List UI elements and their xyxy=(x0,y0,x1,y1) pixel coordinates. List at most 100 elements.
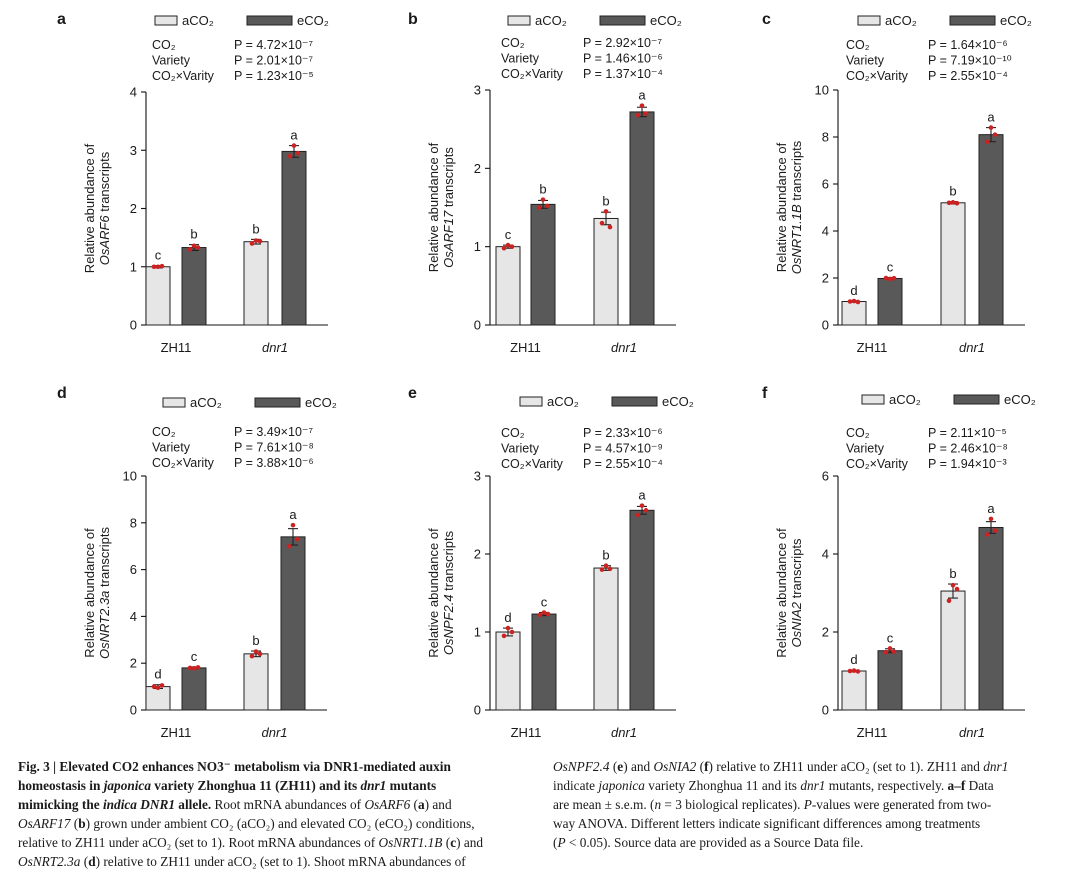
bar xyxy=(243,653,269,711)
caption-segment: Fig. 3 | Elevated CO xyxy=(18,759,133,774)
data-point xyxy=(287,153,293,159)
data-point xyxy=(855,299,861,305)
caption-line: OsNRT2.3a (d) relative to ZH11 under aCO… xyxy=(18,852,533,871)
significance-letter: c xyxy=(887,260,894,275)
y-axis-label-suffix: transcripts xyxy=(441,530,456,594)
significance-letter: c xyxy=(541,595,548,610)
data-point xyxy=(988,125,994,130)
data-point xyxy=(607,224,613,230)
data-point xyxy=(883,649,889,655)
caption-segment: variety Zhonghua 11 and its xyxy=(644,778,801,793)
data-point xyxy=(544,203,550,209)
data-point xyxy=(290,522,296,528)
data-point xyxy=(887,646,893,651)
legend-swatch-eco2 xyxy=(246,15,293,26)
data-point xyxy=(851,298,857,304)
y-tick-label: 6 xyxy=(130,562,137,577)
y-tick-label: 10 xyxy=(815,83,829,98)
data-point xyxy=(635,512,641,518)
panel-letter: b xyxy=(408,11,418,28)
caption-segment: ) and xyxy=(456,835,484,850)
caption-segment: indica DNR1 xyxy=(102,797,175,812)
data-point xyxy=(887,276,893,282)
data-point xyxy=(286,543,292,549)
panel-a: a aCO₂ eCO₂ CO₂ P = 4.72×10⁻⁷ Variety P = 2.01… xyxy=(57,11,329,355)
legend-swatch-aco2 xyxy=(519,396,543,407)
data-point xyxy=(295,150,301,156)
bar xyxy=(629,111,655,326)
stat-pvalue: P = 2.33×10⁻⁶ xyxy=(583,426,663,440)
stat-pvalue: P = 2.92×10⁻⁷ xyxy=(583,36,662,50)
significance-letter: b xyxy=(602,548,609,563)
significance-letter: b xyxy=(949,566,956,581)
data-point xyxy=(847,668,853,674)
legend-label-aco2: aCO₂ xyxy=(547,394,579,409)
caption-line: indicate japonica variety Zhonghua 11 an… xyxy=(553,776,1068,795)
caption-segment: ( xyxy=(70,816,79,831)
caption-segment: dnr1 xyxy=(800,778,826,793)
data-point xyxy=(159,263,165,269)
panel-letter: e xyxy=(408,385,417,402)
bar xyxy=(841,301,867,326)
significance-letter: c xyxy=(155,248,162,263)
data-point xyxy=(946,598,952,604)
bar xyxy=(495,631,521,711)
data-point xyxy=(992,132,998,137)
y-tick-label: 0 xyxy=(822,703,829,718)
legend-label-eco2: eCO₂ xyxy=(1004,392,1036,407)
y-axis-label-suffix: transcripts xyxy=(97,527,112,591)
y-tick-label: 4 xyxy=(130,85,137,100)
x-tick-label: ZH11 xyxy=(510,340,541,355)
caption-left: Fig. 3 | Elevated CO2 enhances NO3⁻ meta… xyxy=(18,757,533,871)
data-point xyxy=(253,649,259,654)
stat-factor: CO₂ xyxy=(152,425,176,439)
caption-line: mimicking the indica DNR1 allele. Root m… xyxy=(18,795,533,814)
caption-segment: a–f xyxy=(947,778,966,793)
data-point xyxy=(954,200,960,206)
data-point xyxy=(603,209,609,214)
stat-pvalue: P = 2.01×10⁻⁷ xyxy=(234,54,313,68)
bar xyxy=(629,509,655,711)
stat-factor: CO₂×Varity xyxy=(501,67,564,81)
stat-factor: CO₂ xyxy=(846,38,870,52)
stat-factor: Variety xyxy=(152,54,191,68)
data-point xyxy=(501,633,507,639)
y-axis-label-gene: OsARF6 xyxy=(97,215,112,266)
caption-segment: mutants xyxy=(386,778,437,793)
data-point xyxy=(187,246,193,252)
data-point xyxy=(545,611,551,617)
stat-pvalue: P = 3.49×10⁻⁷ xyxy=(234,425,313,439)
panel-f: f aCO₂ eCO₂ CO₂ P = 2.11×10⁻⁵ Variety P = 2.46… xyxy=(762,385,1036,740)
significance-letter: a xyxy=(987,501,995,516)
caption-segment: japonica xyxy=(103,778,151,793)
y-tick-label: 2 xyxy=(130,201,137,216)
significance-letter: a xyxy=(290,128,298,143)
caption-segment: -values were generated from two- xyxy=(811,797,992,812)
legend-label-aco2: aCO₂ xyxy=(182,13,214,28)
significance-letter: b xyxy=(252,633,259,648)
stat-factor: CO₂ xyxy=(846,426,870,440)
stat-factor: CO₂×Varity xyxy=(152,69,215,83)
x-tick-label: ZH11 xyxy=(161,725,192,740)
y-axis-label-gene: OsARF17 xyxy=(441,210,456,268)
caption-segment: japonica xyxy=(598,778,645,793)
data-point xyxy=(509,629,515,635)
y-tick-label: 8 xyxy=(130,515,137,530)
x-tick-label: dnr1 xyxy=(611,340,637,355)
bar xyxy=(280,536,306,711)
data-point xyxy=(249,241,255,246)
caption-segment: a xyxy=(418,797,425,812)
y-axis-label-suffix: transcripts xyxy=(789,538,804,602)
caption-line: OsNPF2.4 (e) and OsNIA2 (f) relative to … xyxy=(553,757,1068,776)
stat-pvalue: P = 4.72×10⁻⁷ xyxy=(234,38,313,52)
data-point xyxy=(536,205,542,210)
bar xyxy=(495,246,521,326)
caption-segment: ) relative to ZH11 under aCO₂ (set to 1)… xyxy=(708,759,984,774)
caption-segment: c xyxy=(450,835,457,850)
figure: a aCO₂ eCO₂ CO₂ P = 4.72×10⁻⁷ Variety P = 2.01… xyxy=(57,11,1036,740)
y-axis-label-line2: OsNRT2.3a transcripts xyxy=(97,527,112,659)
stat-pvalue: P = 1.94×10⁻³ xyxy=(928,457,1007,471)
caption-segment: d xyxy=(88,854,96,869)
y-tick-label: 2 xyxy=(474,547,481,562)
significance-letter: d xyxy=(850,283,857,298)
